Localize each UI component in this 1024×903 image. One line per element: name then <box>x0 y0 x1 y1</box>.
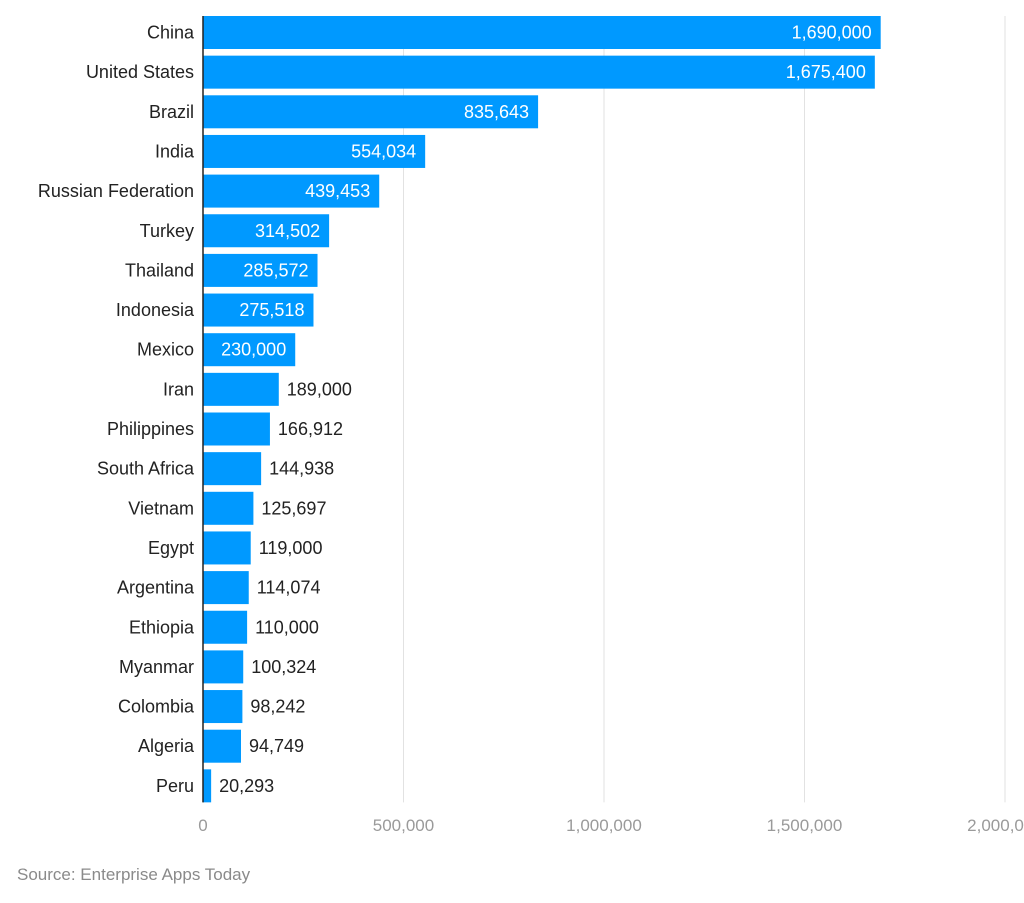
bar <box>203 412 270 446</box>
bar <box>203 253 318 287</box>
category-label: United States <box>86 62 194 82</box>
data-label: 100,324 <box>251 657 316 677</box>
x-tick-label: 0 <box>198 816 207 835</box>
bar <box>203 134 426 168</box>
data-label: 125,697 <box>261 498 326 518</box>
bar <box>203 372 279 406</box>
bar <box>203 55 875 89</box>
category-label: Russian Federation <box>38 181 194 201</box>
bar <box>203 690 243 724</box>
data-label: 114,074 <box>257 578 321 598</box>
category-label: Myanmar <box>119 657 194 677</box>
data-label: 439,453 <box>305 181 370 201</box>
data-label: 314,502 <box>255 221 320 241</box>
data-label: 119,000 <box>259 538 323 558</box>
category-label: Algeria <box>138 736 195 756</box>
bar <box>203 452 262 486</box>
category-label: Philippines <box>107 419 194 439</box>
data-label: 1,690,000 <box>792 23 872 43</box>
category-label: Thailand <box>125 260 194 280</box>
category-label: Colombia <box>118 697 195 717</box>
data-label: 98,242 <box>250 697 305 717</box>
category-label: Peru <box>156 776 194 796</box>
data-label: 285,572 <box>243 260 308 280</box>
category-label: Indonesia <box>116 300 195 320</box>
data-label: 144,938 <box>269 459 334 479</box>
x-tick-label: 1,000,000 <box>566 816 642 835</box>
data-label: 20,293 <box>219 776 274 796</box>
bar <box>203 491 254 525</box>
category-label: Mexico <box>137 340 194 360</box>
source-note: Source: Enterprise Apps Today <box>17 865 251 884</box>
x-tick-label: 500,000 <box>373 816 434 835</box>
data-label: 1,675,400 <box>786 62 866 82</box>
data-label: 230,000 <box>221 340 286 360</box>
data-label: 110,000 <box>255 617 319 637</box>
bar <box>203 531 251 565</box>
category-label: Argentina <box>117 578 195 598</box>
bar <box>203 16 881 49</box>
bar <box>203 95 539 129</box>
bar <box>203 571 249 605</box>
bar <box>203 293 314 327</box>
category-label: China <box>147 23 195 43</box>
x-tick-label: 1,500,000 <box>767 816 843 835</box>
bar <box>203 333 296 367</box>
category-label: India <box>155 141 195 161</box>
category-label: Vietnam <box>128 498 194 518</box>
bar <box>203 610 248 644</box>
bar <box>203 174 380 208</box>
x-tick-label: 2,000,000 <box>967 816 1024 835</box>
data-label: 554,034 <box>351 141 416 161</box>
data-label: 94,749 <box>249 736 304 756</box>
bar <box>203 214 330 248</box>
category-label: Turkey <box>140 221 194 241</box>
data-label: 275,518 <box>239 300 304 320</box>
bar <box>203 769 212 803</box>
category-label: Iran <box>163 379 194 399</box>
category-label: Egypt <box>148 538 194 558</box>
category-label: South Africa <box>97 459 195 479</box>
bar-chart: 0 500,000 1,000,000 1,500,000 2,000,000 China… <box>38 16 1024 835</box>
category-label: Brazil <box>149 102 194 122</box>
bar <box>203 650 244 684</box>
data-label: 835,643 <box>464 102 529 122</box>
data-label: 189,000 <box>287 379 352 399</box>
category-label: Ethiopia <box>129 617 195 637</box>
bar <box>203 729 241 763</box>
data-label: 166,912 <box>278 419 343 439</box>
